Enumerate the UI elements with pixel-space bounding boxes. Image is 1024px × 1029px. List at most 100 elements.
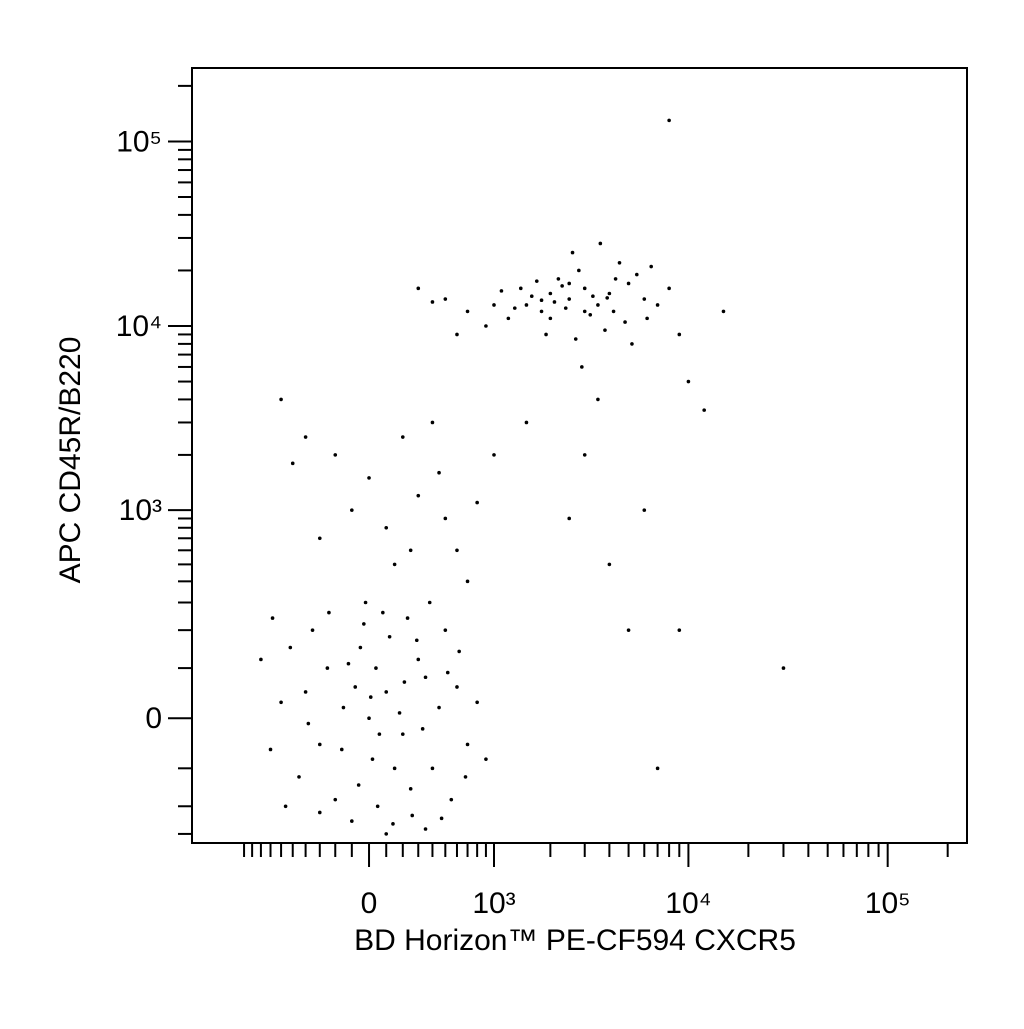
dot (443, 297, 448, 301)
y-tick-label: 10⁴ (116, 310, 162, 343)
dot (368, 695, 373, 699)
dot (392, 766, 397, 771)
dot (655, 766, 660, 771)
dot (362, 622, 366, 626)
dot (384, 525, 389, 530)
dot (430, 300, 435, 304)
dot (667, 118, 671, 123)
dot (484, 324, 488, 328)
dot (465, 579, 470, 584)
dot (310, 628, 315, 632)
dot (655, 303, 660, 307)
dot (582, 453, 587, 457)
x-tick-label: 10³ (472, 887, 515, 920)
dot (567, 281, 572, 286)
y-tick-label: 10³ (119, 494, 162, 527)
dot (465, 309, 470, 314)
dot (333, 797, 338, 802)
dot (391, 822, 395, 826)
x-tick-label: 10⁵ (865, 887, 911, 920)
dot (408, 548, 413, 553)
dot (341, 705, 346, 710)
dot (596, 303, 600, 307)
dot (781, 666, 786, 670)
dot (524, 420, 529, 425)
dot (552, 300, 557, 304)
dot (617, 261, 622, 265)
dot (677, 332, 682, 337)
dot (534, 279, 539, 283)
dot (582, 309, 587, 314)
dot (408, 787, 413, 791)
dot (445, 670, 450, 675)
dot (356, 783, 361, 787)
dot (455, 548, 459, 553)
dot (367, 476, 371, 480)
dot (499, 289, 504, 293)
dot (582, 286, 587, 291)
x-tick-label: 10⁴ (665, 887, 711, 920)
dot (350, 508, 354, 512)
dot (317, 810, 322, 815)
dot (405, 616, 410, 620)
dot (375, 804, 380, 809)
dot (567, 297, 572, 301)
dot (591, 294, 595, 299)
dot (377, 732, 382, 736)
dot (567, 516, 572, 521)
dot (303, 690, 308, 694)
dot (449, 797, 454, 802)
dot (626, 628, 631, 632)
dot (573, 337, 578, 341)
dot (492, 303, 496, 307)
dot (353, 685, 358, 689)
dot (634, 272, 639, 277)
dot (410, 813, 415, 818)
x-axis-title: BD Horizon™ PE-CF594 CXCR5 (354, 924, 796, 957)
dot (626, 281, 631, 286)
dot (702, 408, 706, 412)
dot (279, 397, 283, 402)
dot (539, 309, 544, 314)
dot (492, 453, 496, 457)
dot (607, 291, 612, 296)
dot (439, 816, 444, 821)
dot (384, 832, 389, 836)
dot (455, 332, 459, 337)
dot (400, 435, 405, 439)
dot (484, 757, 488, 761)
dot (596, 397, 600, 402)
dot (288, 645, 293, 650)
dot (325, 666, 330, 670)
dot (475, 700, 479, 705)
dot (367, 716, 371, 721)
dot (392, 562, 397, 567)
dot (397, 711, 402, 715)
dot (414, 638, 419, 643)
dot (317, 536, 322, 541)
dot (560, 284, 564, 288)
dot (506, 316, 511, 321)
dot (416, 657, 421, 662)
dot (317, 742, 322, 747)
y-tick-label: 10⁵ (116, 125, 162, 158)
dot (358, 645, 363, 650)
dot (437, 705, 441, 710)
dot (306, 721, 311, 726)
dot (346, 661, 351, 666)
dot (423, 827, 428, 831)
dot (598, 241, 603, 246)
dot (303, 435, 308, 439)
dot (270, 616, 275, 620)
dot (416, 286, 421, 291)
dot (384, 690, 389, 694)
dot (374, 666, 378, 670)
dot (465, 742, 470, 747)
dot (455, 685, 459, 689)
y-axis-title: APC CD45R/B220 (54, 337, 87, 584)
dot (350, 819, 354, 823)
dot (283, 804, 288, 809)
dot (430, 420, 435, 425)
